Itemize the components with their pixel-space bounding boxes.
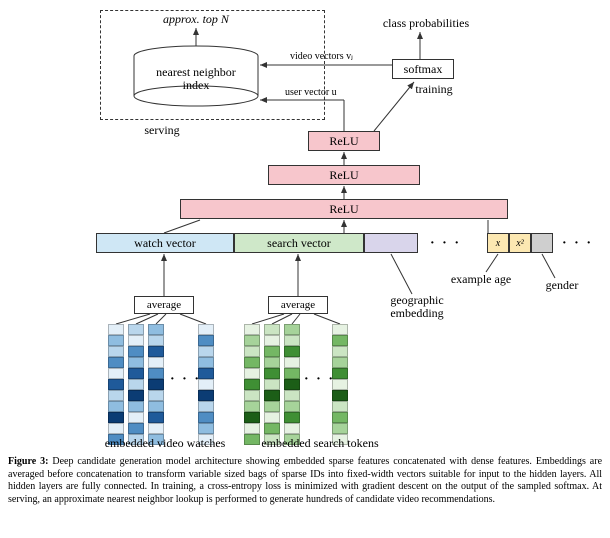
blue-embedding-col-0 bbox=[108, 324, 124, 445]
average-watch: average bbox=[134, 296, 194, 314]
user-vector-label: user vector u bbox=[285, 87, 337, 98]
figure-caption: Figure 3: Deep candidate generation mode… bbox=[8, 456, 602, 506]
relu-2: ReLU bbox=[268, 165, 420, 185]
approx-top-n-text: approx. top N bbox=[163, 12, 229, 26]
relu-1: ReLU bbox=[308, 131, 380, 151]
blue-embedding-col-2 bbox=[148, 324, 164, 445]
approx-top-n-label: approx. top N bbox=[146, 12, 246, 27]
relu-3: ReLU bbox=[180, 199, 508, 219]
training-label: training bbox=[404, 82, 464, 97]
caption-text: Deep candidate generation model architec… bbox=[8, 456, 602, 505]
green-embedding-col-0 bbox=[244, 324, 260, 445]
green-embedding-col-3 bbox=[332, 324, 348, 445]
average-search: average bbox=[268, 296, 328, 314]
serving-label: serving bbox=[132, 123, 192, 138]
softmax-block: softmax bbox=[392, 59, 454, 79]
video-vectors-label: video vectors vⱼ bbox=[290, 51, 353, 62]
blue-embedding-col-1 bbox=[128, 324, 144, 445]
dots-right: · · · bbox=[562, 236, 593, 252]
class-prob-label: class probabilities bbox=[356, 16, 496, 31]
gender-label: gender bbox=[534, 278, 590, 293]
green-embedding-col-2 bbox=[284, 324, 300, 445]
search-vector-block: search vector bbox=[234, 233, 364, 253]
geo-embedding-label: geographic embedding bbox=[372, 294, 462, 320]
x2-feature-block: x² bbox=[509, 233, 531, 253]
blue-embedding-col-3 bbox=[198, 324, 214, 445]
nn-index-label: nearest neighbor index bbox=[134, 66, 258, 92]
x-feature-block: x bbox=[487, 233, 509, 253]
green-embedding-col-1 bbox=[264, 324, 280, 445]
dots-blue-emb: · · · bbox=[170, 372, 201, 388]
architecture-diagram: nearest neighbor index approx. top N cla… bbox=[0, 0, 610, 450]
dots-green-emb: · · · bbox=[304, 372, 335, 388]
example-age-label: example age bbox=[436, 272, 526, 287]
gender-feature-block bbox=[531, 233, 553, 253]
watch-vector-block: watch vector bbox=[96, 233, 234, 253]
caption-prefix: Figure 3: bbox=[8, 456, 48, 467]
geo-embedding-block bbox=[364, 233, 418, 253]
embedded-search-tokens-label: embedded search tokens bbox=[230, 436, 410, 451]
dots-concat: · · · bbox=[430, 236, 461, 252]
